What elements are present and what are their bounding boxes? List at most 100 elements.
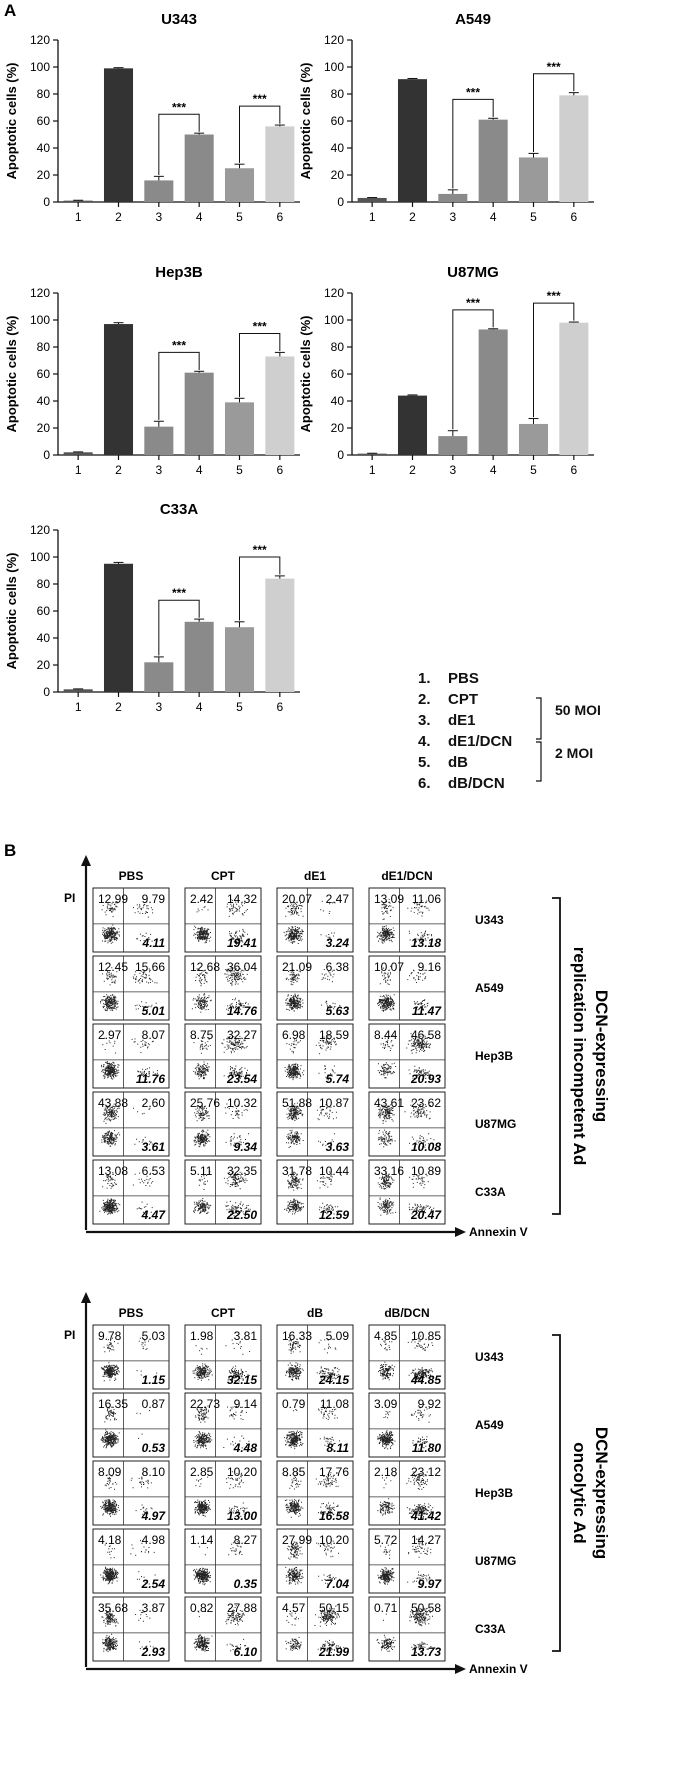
flow-plot: 9.78 5.03 1.15 bbox=[92, 1324, 170, 1390]
quadrant-ur-value: 14.27 bbox=[411, 1533, 441, 1547]
flow-row-label: C33A bbox=[475, 1185, 506, 1199]
quadrant-ur-value: 4.98 bbox=[142, 1533, 166, 1547]
flow-plot: 12.99 9.79 4.11 bbox=[92, 887, 170, 953]
flow-plot: 0.71 50.58 13.73 bbox=[368, 1596, 446, 1662]
chart-title: C33A bbox=[160, 501, 199, 518]
quadrant-lr-value: 13.73 bbox=[411, 1645, 441, 1659]
flow-plot: 4.85 10.85 44.85 bbox=[368, 1324, 446, 1390]
flow-plot-frame bbox=[368, 1091, 446, 1157]
quadrant-ul-value: 13.08 bbox=[98, 1164, 128, 1178]
quadrant-lr-value: 1.15 bbox=[142, 1373, 166, 1387]
flow-plot: 51.88 10.87 3.63 bbox=[276, 1091, 354, 1157]
panel-b-label: B bbox=[4, 841, 16, 860]
flow-events bbox=[377, 1404, 431, 1450]
significance-bracket bbox=[239, 556, 281, 621]
annexin-axis-label: Annexin V bbox=[469, 1225, 528, 1239]
quadrant-ur-value: 27.88 bbox=[227, 1601, 257, 1615]
y-tick-label: 120 bbox=[324, 33, 344, 47]
chart-title: U343 bbox=[161, 11, 197, 28]
flow-panel-oncolytic: PBS CPT dB dB/DCN U343 9.78 5.03 1.15 1.98 3.81 32… bbox=[64, 1292, 611, 1676]
x-tick-label: 3 bbox=[155, 210, 162, 224]
flow-row-label: C33A bbox=[475, 1622, 506, 1636]
flow-plot-frame bbox=[368, 1023, 446, 1089]
flow-plot: 5.11 32.35 22.50 bbox=[184, 1159, 262, 1225]
flow-events bbox=[100, 967, 158, 1012]
quadrant-ur-value: 50.58 bbox=[411, 1601, 441, 1615]
y-tick-label: 40 bbox=[331, 394, 345, 408]
flow-plot-frame bbox=[184, 1159, 262, 1225]
x-tick-label: 1 bbox=[75, 700, 82, 714]
flow-plot-frame bbox=[92, 1091, 170, 1157]
flow-plot-frame bbox=[276, 1596, 354, 1662]
flow-plot: 21.09 6.38 5.63 bbox=[276, 955, 354, 1021]
bar bbox=[265, 356, 295, 455]
quadrant-ur-value: 11.08 bbox=[320, 1397, 349, 1411]
group-title-line2: replication incompetent Ad bbox=[570, 947, 589, 1166]
flow-plot: 2.18 23.12 41.42 bbox=[368, 1460, 446, 1526]
flow-events bbox=[285, 1335, 340, 1382]
flow-plot: 33.16 10.89 20.47 bbox=[368, 1159, 446, 1225]
quadrant-ul-value: 13.09 bbox=[374, 892, 404, 906]
quadrant-ul-value: 12.68 bbox=[190, 960, 220, 974]
quadrant-ur-value: 11.06 bbox=[412, 892, 441, 906]
flow-plot-frame bbox=[92, 1023, 170, 1089]
y-tick-label: 100 bbox=[30, 313, 50, 327]
flow-plot-frame bbox=[276, 1159, 354, 1225]
flow-events bbox=[100, 1472, 155, 1517]
significance-bracket bbox=[239, 333, 281, 397]
quadrant-lr-value: 0.35 bbox=[234, 1577, 258, 1591]
bar bbox=[265, 126, 295, 202]
y-tick-label: 40 bbox=[37, 141, 51, 155]
flow-plot: 6.98 18.59 5.74 bbox=[276, 1023, 354, 1089]
quadrant-lr-value: 24.15 bbox=[318, 1373, 349, 1387]
y-tick-label: 100 bbox=[30, 550, 50, 564]
x-tick-label: 2 bbox=[409, 463, 416, 477]
quadrant-ur-value: 9.79 bbox=[142, 892, 166, 906]
y-tick-label: 20 bbox=[37, 421, 51, 435]
legend-item: 2. CPT bbox=[418, 691, 478, 708]
flow-events bbox=[193, 1541, 243, 1586]
quadrant-lr-value: 14.76 bbox=[227, 1004, 257, 1018]
bar bbox=[438, 193, 468, 202]
quadrant-ul-value: 3.09 bbox=[374, 1397, 398, 1411]
chart-title: Hep3B bbox=[155, 264, 203, 281]
quadrant-ul-value: 2.97 bbox=[98, 1028, 122, 1042]
significance-label: *** bbox=[547, 289, 561, 303]
y-axis-label: Apoptotic cells (%) bbox=[298, 62, 313, 179]
quadrant-ul-value: 33.16 bbox=[374, 1164, 404, 1178]
flow-events bbox=[191, 967, 249, 1013]
x-tick-label: 3 bbox=[449, 463, 456, 477]
significance-bracket bbox=[158, 599, 200, 656]
bar bbox=[518, 157, 549, 202]
quadrant-ul-value: 4.57 bbox=[282, 1601, 306, 1615]
moi-bracket-high bbox=[536, 697, 542, 740]
y-axis-label: Apoptotic cells (%) bbox=[4, 552, 19, 669]
quadrant-ul-value: 21.09 bbox=[282, 960, 312, 974]
significance-label: *** bbox=[172, 586, 186, 600]
y-tick-label: 0 bbox=[337, 448, 344, 462]
flow-plot: 8.75 32.27 23.54 bbox=[184, 1023, 262, 1089]
flow-plot-frame bbox=[184, 955, 262, 1021]
flow-row-label: Hep3B bbox=[475, 1049, 513, 1063]
flow-plot-frame bbox=[92, 1324, 170, 1390]
legend-item: 5. dB bbox=[418, 754, 468, 771]
bar bbox=[144, 426, 174, 455]
flow-events bbox=[377, 1033, 431, 1080]
y-tick-label: 20 bbox=[331, 168, 345, 182]
flow-plot-frame bbox=[184, 1091, 262, 1157]
quadrant-lr-value: 22.50 bbox=[226, 1208, 257, 1222]
quadrant-ul-value: 8.85 bbox=[282, 1465, 306, 1479]
flow-plot: 2.85 10.20 13.00 bbox=[184, 1460, 262, 1526]
flow-events bbox=[100, 1540, 156, 1585]
significance-label: *** bbox=[466, 296, 480, 310]
bar-chart-a549: A549 Apoptotic cells (%) 0 20 40 60 80 100 120 1 2… bbox=[298, 11, 594, 224]
flow-events bbox=[377, 1471, 434, 1519]
quadrant-ul-value: 10.07 bbox=[374, 960, 404, 974]
x-tick-label: 6 bbox=[276, 700, 283, 714]
x-tick-label: 6 bbox=[276, 463, 283, 477]
significance-label: *** bbox=[466, 85, 480, 99]
annexin-axis-arrow bbox=[455, 1664, 466, 1674]
quadrant-ul-value: 20.07 bbox=[282, 892, 312, 906]
quadrant-ur-value: 3.81 bbox=[234, 1329, 258, 1343]
flow-plot: 25.76 10.32 9.34 bbox=[184, 1091, 262, 1157]
